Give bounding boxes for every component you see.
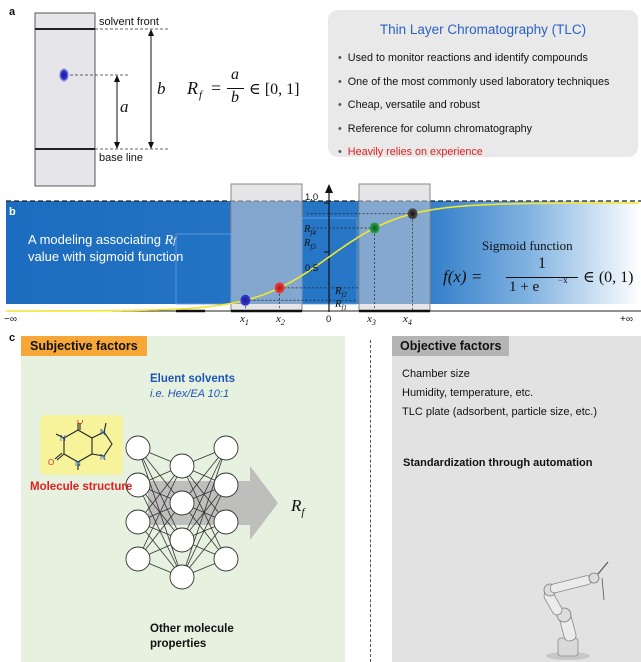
objective-panel xyxy=(392,336,641,662)
plate-overlay-left xyxy=(230,183,303,312)
nn-edge xyxy=(137,465,183,560)
subjective-factors-title: Subjective factors xyxy=(21,336,147,356)
big-arrow-icon xyxy=(148,466,278,540)
tlc-bullet-item-warning: Heavily relies on experience xyxy=(338,145,609,169)
nn-node xyxy=(125,472,151,498)
spot-2 xyxy=(274,282,285,294)
svg-text:N: N xyxy=(100,453,106,462)
standardization-label: Standardization through automation xyxy=(403,457,593,469)
neg-infinity-label: −∞ xyxy=(4,314,17,325)
panel-c-label: c xyxy=(9,332,16,344)
tlc-spot xyxy=(59,68,69,82)
tlc-bullet-item: Reference for column chromatography xyxy=(338,122,609,146)
rf-output-label: Rf xyxy=(291,496,305,519)
sigmoid-formula: f(x) = 1 1 + e −x ∈ (0, 1) xyxy=(443,255,634,295)
nn-node xyxy=(213,546,239,572)
spot-4 xyxy=(407,208,418,220)
nn-node xyxy=(169,564,195,590)
svg-text:N: N xyxy=(100,428,106,437)
nn-node xyxy=(213,435,239,461)
panel-divider xyxy=(370,340,371,662)
spot-3 xyxy=(369,222,380,234)
sigmoid-title: Sigmoid function xyxy=(482,238,573,253)
sigmoid-curve xyxy=(6,202,639,312)
y-tick-1: 1.0 xyxy=(305,192,319,203)
eluent-example: i.e. Hex/EA 10:1 xyxy=(150,388,230,400)
nn-node xyxy=(213,472,239,498)
pos-infinity-label: +∞ xyxy=(620,314,633,325)
tlc-bullet-item: One of the most commonly used laboratory… xyxy=(338,75,610,99)
spot-1 xyxy=(240,294,251,306)
tlc-title: Thin Layer Chromatography (TLC) xyxy=(379,22,587,37)
tlc-plate-diagram xyxy=(34,12,170,187)
robot-arm-icon xyxy=(543,561,609,660)
x4-label: x4 xyxy=(403,313,412,328)
nn-node xyxy=(213,509,239,535)
plate-overlay-right xyxy=(358,183,431,312)
nn-node xyxy=(169,453,195,479)
nn-node xyxy=(125,435,151,461)
objective-item: Chamber size xyxy=(402,368,470,380)
x-zero-label: 0 xyxy=(326,314,332,325)
nn-node xyxy=(169,490,195,516)
rf3-label: Rf3 xyxy=(304,238,316,252)
rf1-label: Rf1 xyxy=(335,299,347,313)
eluent-title: Eluent solvents xyxy=(150,373,235,385)
objective-item: TLC plate (adsorbent, particle size, etc… xyxy=(402,406,598,418)
x3-label: x3 xyxy=(367,313,376,328)
svg-text:N: N xyxy=(60,434,66,443)
rf-formula: R f = a b ∈ [0, 1] xyxy=(187,66,300,106)
molecule-structure-label: Molecule structure xyxy=(30,481,133,493)
molecule-highlight xyxy=(40,415,123,475)
x1-label: x1 xyxy=(240,313,249,328)
panel-b-label: b xyxy=(9,206,16,218)
rf2-label: Rf2 xyxy=(335,286,347,300)
nn-node xyxy=(125,546,151,572)
tlc-bullet-item: Used to monitor reactions and identify c… xyxy=(338,51,609,75)
objective-factors-list: Chamber size Humidity, temperature, etc.… xyxy=(402,367,597,424)
neural-network-diagram xyxy=(125,435,278,590)
nn-edge xyxy=(181,447,227,578)
objective-item: Humidity, temperature, etc. xyxy=(402,387,534,399)
y-axis-arrow-icon xyxy=(325,184,333,193)
nn-node xyxy=(125,509,151,535)
nn-edge xyxy=(181,447,227,541)
base-line-label: base line xyxy=(99,152,144,164)
svg-text:O: O xyxy=(77,420,83,426)
svg-text:O: O xyxy=(48,458,54,467)
nn-edge xyxy=(181,484,227,578)
length-b-label: b xyxy=(157,79,166,98)
svg-text:N: N xyxy=(75,459,81,468)
sigmoid-diagram xyxy=(6,183,641,313)
caffeine-molecule-icon: O O N N N N xyxy=(48,420,113,470)
tlc-plate xyxy=(34,12,96,187)
tlc-summary-box: Thin Layer Chromatography (TLC) Used to … xyxy=(328,10,638,158)
panel-a-label: a xyxy=(9,6,16,18)
nn-node xyxy=(169,527,195,553)
tlc-bullet-item: Cheap, versatile and robust xyxy=(338,98,609,122)
x2-label: x2 xyxy=(276,313,285,328)
y-tick-05: 0.5 xyxy=(305,263,319,274)
solvent-front-label: solvent front xyxy=(99,16,159,28)
length-a-label: a xyxy=(120,97,129,116)
data-points xyxy=(240,208,418,311)
objective-factors-title: Objective factors xyxy=(392,336,510,356)
other-properties-label: Other molecule properties xyxy=(150,623,234,650)
model-caption: A modeling associating Rf value with sig… xyxy=(28,232,184,264)
tlc-bullet-list: Used to monitor reactions and identify c… xyxy=(338,51,610,169)
rf4-label: Rf4 xyxy=(304,224,316,238)
